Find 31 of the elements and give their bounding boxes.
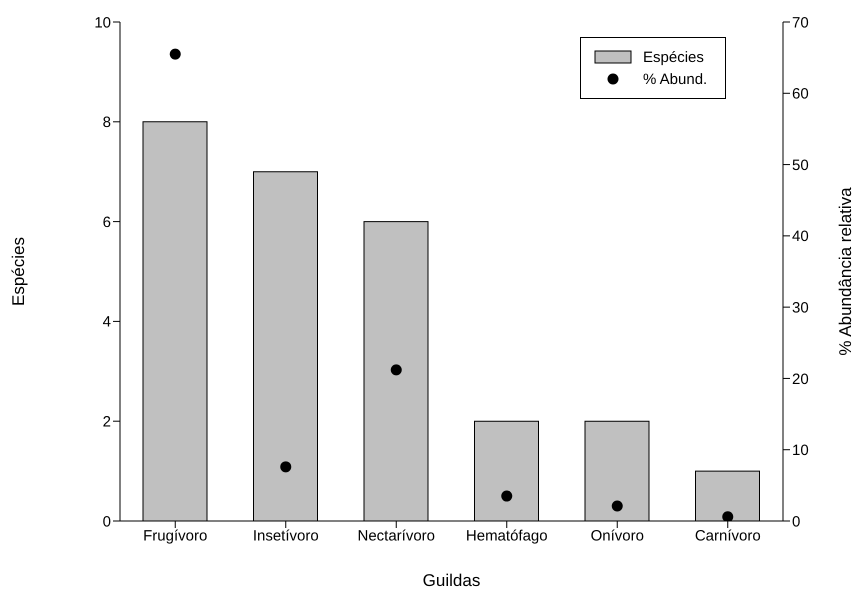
y2-tick-label: 40 [792, 228, 809, 246]
y2-tick-label: 0 [792, 513, 800, 530]
x-tick-label: Nectarívoro [357, 528, 436, 545]
y-tick-label: 2 [102, 414, 111, 431]
y-tick-label: 10 [94, 14, 111, 32]
y2-tick-label: 60 [792, 86, 809, 103]
y2-axis-title: % Abundância relativa [836, 186, 856, 356]
y2-tick-label: 50 [792, 156, 809, 174]
x-tick-label: Insetívoro [252, 528, 319, 545]
y-tick-label: 4 [102, 314, 111, 331]
point [170, 48, 181, 60]
legend-label: Espécies [643, 48, 704, 66]
y-axis-title: Espécies [9, 237, 28, 306]
point [501, 490, 512, 502]
y-tick-label: 6 [102, 214, 111, 231]
point [612, 500, 623, 512]
x-tick-label: Carnívoro [694, 528, 761, 545]
y-tick-label: 8 [102, 114, 111, 132]
point [722, 511, 734, 521]
legend-label: % Abund. [643, 70, 708, 88]
y2-tick-label: 30 [792, 299, 809, 316]
x-axis-title: Guildas [422, 571, 480, 590]
point [280, 461, 292, 472]
x-tick-label: Hematófago [466, 528, 548, 545]
y2-tick-label: 10 [792, 442, 809, 460]
y2-tick-label: 70 [792, 14, 809, 32]
point [390, 364, 402, 376]
x-tick-label: Frugívoro [143, 528, 208, 545]
y2-tick-label: 20 [792, 370, 809, 388]
x-tick-label: Onívoro [590, 528, 644, 545]
y-tick-label: 0 [102, 513, 111, 530]
